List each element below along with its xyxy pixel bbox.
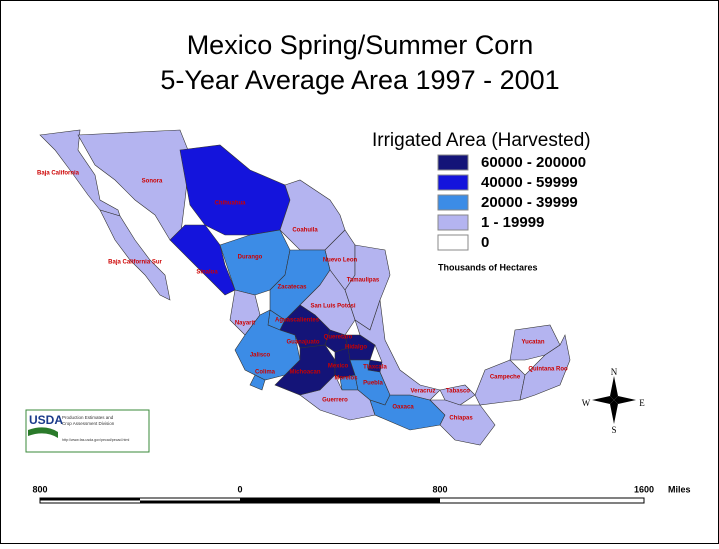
legend-title: Irrigated Area (Harvested) — [372, 130, 591, 151]
state-label: Tamaulipas — [347, 278, 380, 284]
state-label: Sonora — [142, 179, 163, 185]
state-label: Baja California Sur — [108, 260, 162, 266]
state-label: Chihuahua — [215, 201, 247, 207]
state — [39, 129, 121, 217]
logo-line: Production Estimates and — [62, 415, 114, 420]
legend-swatch — [437, 174, 469, 191]
legend-note: Thousands of Hectares — [438, 262, 538, 272]
state-label: Nuevo Leon — [323, 258, 358, 264]
scale-unit: Miles — [668, 484, 691, 494]
state-label: Quintana Roo — [528, 367, 568, 373]
scale-label: 0 — [237, 484, 242, 494]
title-line: 5-Year Average Area 1997 - 2001 — [160, 65, 559, 95]
usda-logo: USDA Production Estimates and Crop Asses… — [25, 409, 150, 453]
state-label: Mexico — [328, 364, 349, 370]
state — [99, 209, 171, 301]
state-label: Nayarit — [235, 321, 255, 327]
scale-segment — [140, 500, 240, 503]
compass-n: N — [611, 367, 618, 377]
state-label: Zacatecas — [277, 285, 307, 291]
legend-label: 60000 - 200000 — [481, 154, 586, 171]
compass-w: W — [582, 398, 591, 408]
state-label: Puebla — [363, 381, 383, 387]
state-label: San Luis Potosi — [310, 304, 355, 310]
legend-swatch — [437, 194, 469, 211]
state-label: Jalisco — [250, 353, 271, 359]
state-label: Guanajuato — [286, 340, 319, 346]
legend: 60000 - 200000 40000 - 59999 20000 - 39999… — [437, 154, 586, 251]
legend-label: 0 — [481, 234, 489, 251]
state-label: Yucatan — [521, 340, 544, 346]
scale-label: 800 — [32, 484, 47, 494]
compass-arm — [610, 376, 618, 400]
legend-label: 40000 - 59999 — [481, 174, 578, 191]
state-label: Baja California — [37, 171, 80, 177]
logo-swoosh — [28, 427, 58, 438]
compass-arm — [610, 400, 618, 424]
scale-segment — [40, 498, 140, 501]
state — [169, 224, 236, 296]
compass-arm — [614, 396, 636, 404]
legend-label: 1 - 19999 — [481, 214, 544, 231]
state-label: Morelos — [334, 376, 358, 382]
state-label: Hidalgo — [345, 345, 367, 351]
state-label: Campeche — [490, 375, 521, 381]
state-label: Guerrero — [322, 398, 348, 404]
legend-swatch — [437, 234, 469, 251]
states — [39, 129, 571, 446]
scale-segment — [240, 498, 440, 503]
compass-e: E — [639, 398, 645, 408]
compass-arm — [592, 396, 614, 404]
state-labels: Baja California Baja California Sur Sonora… — [37, 171, 568, 422]
state-label: Tabasco — [446, 389, 470, 395]
scale-label: 800 — [432, 484, 447, 494]
state — [429, 399, 496, 446]
scale-label: 1600 — [634, 484, 654, 494]
legend-swatch — [437, 214, 469, 231]
state-label: Tlaxcala — [363, 365, 387, 371]
logo-name: USDA — [29, 413, 63, 427]
legend-swatch — [437, 154, 469, 171]
state-label: Aguascalientes — [275, 318, 320, 324]
state-label: Chiapas — [449, 416, 473, 422]
state — [234, 309, 301, 381]
title-line: Mexico Spring/Summer Corn — [187, 30, 534, 60]
state — [439, 384, 476, 406]
state — [299, 374, 376, 421]
state-label: Sinaloa — [196, 270, 218, 276]
state-label: Veracruz — [410, 389, 435, 395]
logo-line: Crop Assessment Division — [62, 421, 115, 426]
scale-bar: 800 0 800 1600 Miles — [32, 484, 691, 504]
legend-label: 20000 - 39999 — [481, 194, 578, 211]
compass: N S E W — [582, 367, 646, 435]
state — [249, 374, 266, 391]
state-label: Michoacan — [289, 370, 320, 376]
state-label: Oaxaca — [392, 405, 414, 411]
state-label: Queretaro — [324, 335, 353, 341]
logo-url: http://www.fas.usda.gov/pecad/pecad.html — [62, 438, 130, 442]
state-label: Durango — [238, 255, 263, 261]
state-label: Colima — [255, 370, 276, 376]
state — [519, 334, 571, 401]
state-label: Coahuila — [292, 228, 318, 234]
compass-s: S — [611, 425, 616, 435]
